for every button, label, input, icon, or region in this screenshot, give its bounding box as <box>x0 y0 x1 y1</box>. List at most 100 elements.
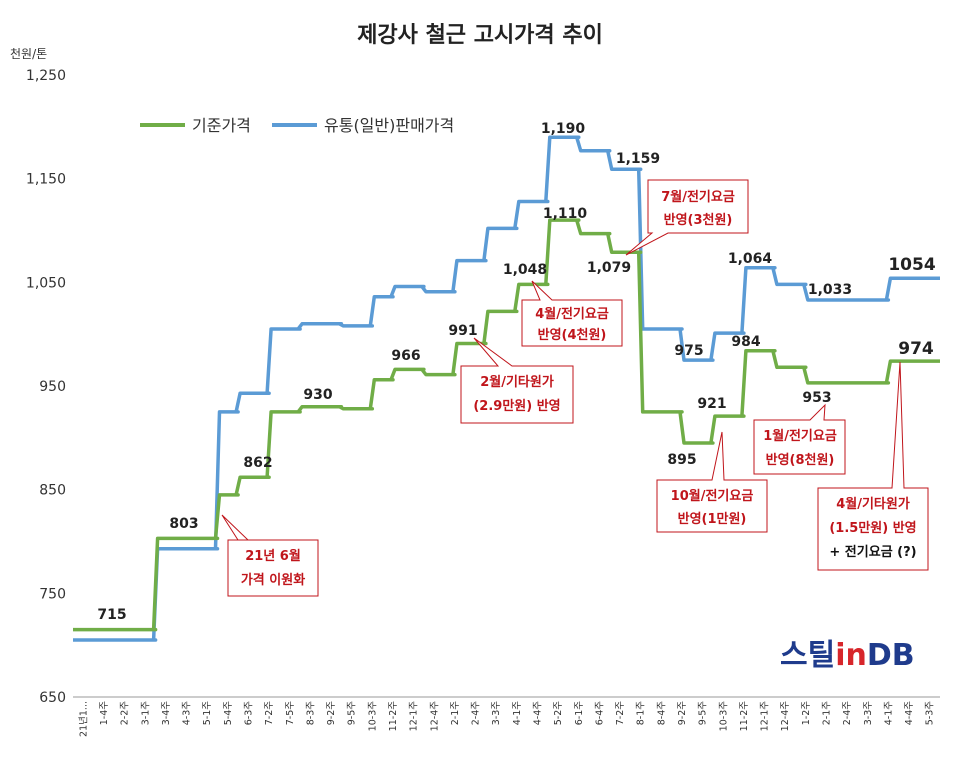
x-tick-label: 2-1주 <box>821 701 832 726</box>
x-tick-label: 4-4주 <box>904 701 915 726</box>
x-tick-label: 12-1주 <box>760 701 771 732</box>
legend-label-distribution: 유통(일반)판매가격 <box>324 116 454 135</box>
data-label: 1,110 <box>543 206 588 222</box>
data-label: 930 <box>303 387 332 403</box>
data-label: 803 <box>169 516 198 532</box>
annotation-line: (2.9만원) 반영 <box>473 398 560 414</box>
x-tick-label: 4-1주 <box>883 701 894 726</box>
series-line-standard-price <box>73 218 940 632</box>
y-tick-label: 950 <box>39 379 66 395</box>
logo: 스틸inDB <box>780 638 915 673</box>
annotation-line: 반영(3천원) <box>664 212 733 228</box>
x-tick-label: 5-3주 <box>925 701 936 726</box>
annotation-line: 10월/전기요금 <box>671 488 754 504</box>
x-tick-label: 10-3주 <box>367 701 378 732</box>
annotation-callout: 1월/전기요금 반영(8천원) <box>753 403 846 475</box>
data-label: 895 <box>667 452 696 468</box>
x-tick-label: 2-4주 <box>842 701 853 726</box>
x-tick-label: 12-4주 <box>780 701 791 732</box>
x-tick-label: 9-5주 <box>698 701 709 726</box>
x-tick-label: 1-4주 <box>99 701 110 726</box>
annotation-line: 7월/전기요금 <box>661 189 735 205</box>
legend-label-standard: 기준가격 <box>192 116 251 135</box>
data-label: 921 <box>697 396 726 412</box>
data-label: 862 <box>243 455 272 471</box>
x-tick-label: 3-3주 <box>491 701 502 726</box>
x-tick-label: 2-2주 <box>120 701 131 726</box>
x-tick-label: 2-1주 <box>450 701 461 726</box>
series-lines <box>73 135 940 642</box>
data-labels: 715 803 862 930 966 991 1,048 1,110 1,07… <box>97 121 935 623</box>
x-tick-label: 5-1주 <box>202 701 213 726</box>
data-label: 1,064 <box>728 251 773 267</box>
x-tick-label: 7-2주 <box>264 701 275 726</box>
x-tick-label: 9-2주 <box>326 701 337 726</box>
data-label: 1,048 <box>503 262 547 278</box>
logo-text-steel: 스틸 <box>780 638 835 673</box>
x-tick-label: 9-2주 <box>677 701 688 726</box>
annotation-callout: 2월/기타원가 (2.9만원) 반영 <box>460 337 574 424</box>
x-tick-label: 11-2주 <box>388 701 399 732</box>
x-tick-label: 7-2주 <box>615 701 626 726</box>
x-tick-label: 5-4주 <box>223 701 234 726</box>
y-tick-label: 850 <box>39 483 66 499</box>
x-tick-label: 6-3주 <box>243 701 254 726</box>
svg-text:스틸inDB: 스틸inDB <box>780 638 915 673</box>
x-axis-ticks: 21년1... 1-4주 2-2주 3-1주 3-4주 4-3주 5-1주 5-4주 6-3주 7… <box>78 701 935 737</box>
annotation-line: (1.5만원) 반영 <box>829 520 916 536</box>
annotation-line: + 전기요금 (?) <box>829 544 916 560</box>
x-tick-label: 3-4주 <box>161 701 172 726</box>
annotations: 21년 6월 가격 이원화 2월/기타원가 (2.9만원) 반영 4월/전기요금… <box>221 179 929 597</box>
annotation-line: 반영(8천원) <box>766 452 835 468</box>
series-line-distribution-price <box>73 135 940 642</box>
data-label: 1,159 <box>616 151 660 167</box>
y-tick-label: 1,150 <box>26 172 66 188</box>
data-label: 1,190 <box>541 121 586 137</box>
x-tick-label: 8-1주 <box>636 701 647 726</box>
x-tick-label: 4-3주 <box>182 701 193 726</box>
annotation-line: 2월/기타원가 <box>480 374 554 390</box>
logo-text-db: DB <box>867 638 915 673</box>
data-label: 715 <box>97 607 126 623</box>
x-tick-label: 6-1주 <box>574 701 585 726</box>
data-label: 975 <box>674 343 703 359</box>
annotation-line: 4월/전기요금 <box>535 306 609 322</box>
annotation-callout: 21년 6월 가격 이원화 <box>221 514 319 597</box>
data-label: 1,079 <box>587 260 631 276</box>
x-tick-label: 5-2주 <box>553 701 564 726</box>
data-label: 991 <box>448 323 477 339</box>
y-tick-label: 1,050 <box>26 275 66 291</box>
x-tick-label: 3-1주 <box>140 701 151 726</box>
annotation-line: 21년 6월 <box>245 548 301 564</box>
x-tick-label: 3-3주 <box>863 701 874 726</box>
annotation-callout: 4월/전기요금 반영(4천원) <box>521 280 623 347</box>
annotation-line: 1월/전기요금 <box>763 428 837 444</box>
data-label: 953 <box>802 390 831 406</box>
x-tick-label: 12-1주 <box>409 701 420 732</box>
data-label: 1054 <box>888 255 935 275</box>
data-label: 1,033 <box>808 282 852 298</box>
annotation-line: 반영(4천원) <box>538 327 607 343</box>
annotation-line: 가격 이원화 <box>241 572 305 588</box>
x-tick-label: 8-4주 <box>656 701 667 726</box>
annotation-callout: 7월/전기요금 반영(3천원) <box>625 179 749 256</box>
chart-title: 제강사 철근 고시가격 추이 <box>357 23 603 48</box>
x-tick-label: 8-3주 <box>305 701 316 726</box>
data-label: 966 <box>391 348 420 364</box>
x-tick-label: 6-4주 <box>594 701 605 726</box>
y-axis-ticks: 1,250 1,150 1,050 950 850 750 650 <box>26 68 66 706</box>
annotation-callout: 10월/전기요금 반영(1만원) <box>656 431 768 533</box>
logo-text-in: in <box>835 638 867 673</box>
x-tick-label: 4-1주 <box>512 701 523 726</box>
x-tick-label: 1-2주 <box>801 701 812 726</box>
annotation-callout: 4월/기타원가 (1.5만원) 반영 + 전기요금 (?) <box>817 361 929 571</box>
annotation-line: 반영(1만원) <box>678 511 747 527</box>
x-tick-label: 11-2주 <box>739 701 750 732</box>
data-label: 974 <box>898 339 934 359</box>
x-tick-label: 4-4주 <box>532 701 543 726</box>
y-tick-label: 650 <box>39 690 66 706</box>
data-label: 984 <box>731 334 760 350</box>
legend: 기준가격 유통(일반)판매가격 <box>140 116 454 135</box>
x-tick-label: 12-4주 <box>429 701 440 732</box>
x-tick-label: 9-5주 <box>347 701 358 726</box>
